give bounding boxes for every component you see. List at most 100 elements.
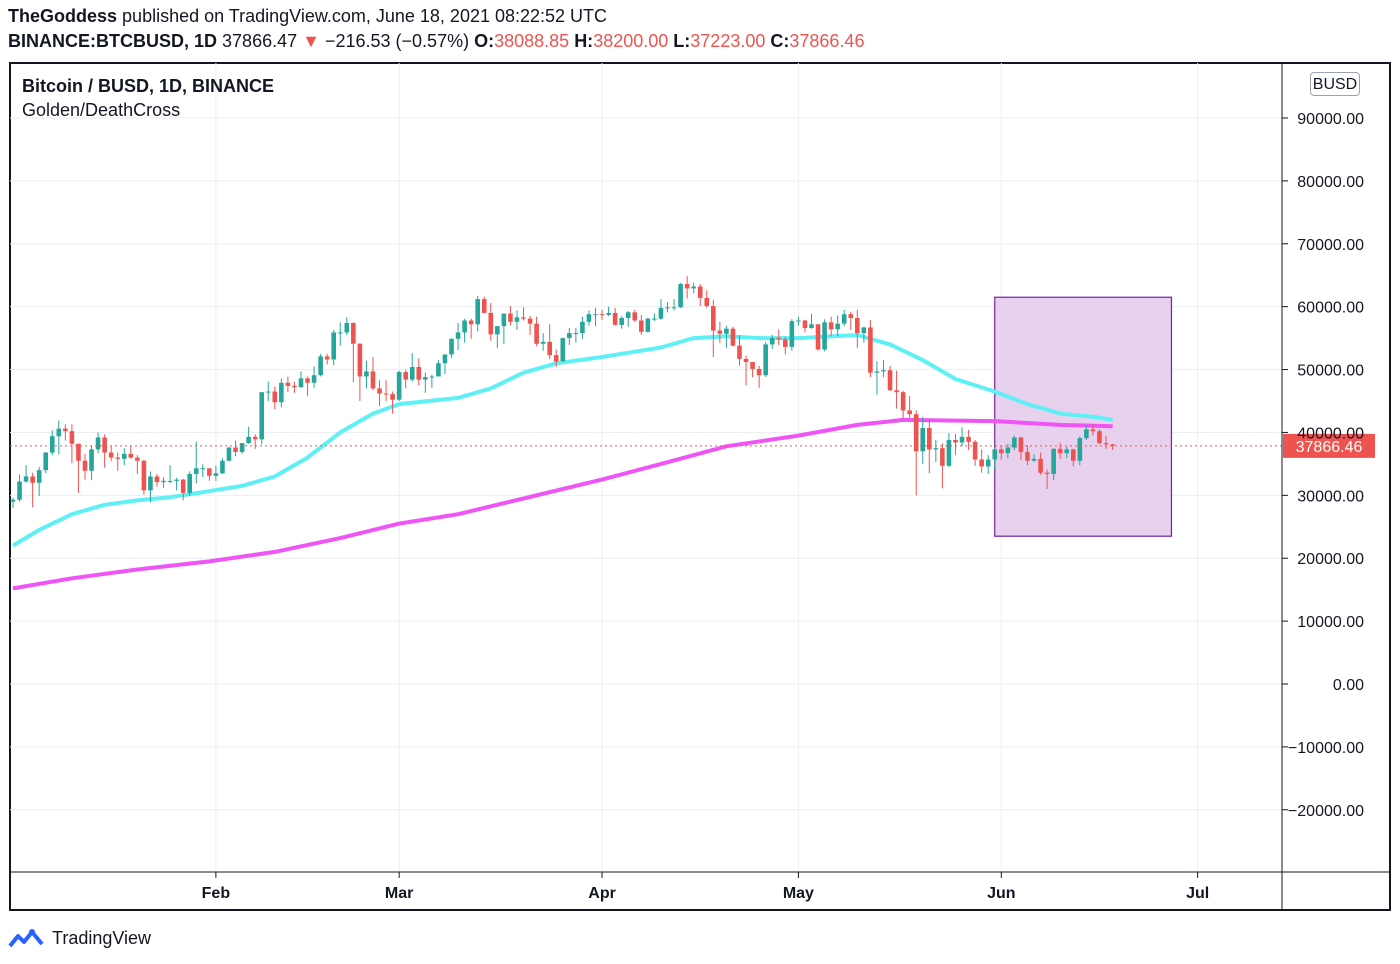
current-price-badge xyxy=(1283,433,1375,458)
candle-body xyxy=(76,443,81,461)
y-tick-label: 70000.00 xyxy=(1297,237,1364,254)
author-name[interactable]: TheGoddess xyxy=(8,6,118,26)
candle-body xyxy=(534,323,539,344)
candle-body xyxy=(1038,458,1043,473)
candle-body xyxy=(82,460,88,471)
candle-body xyxy=(364,371,369,377)
candle-body xyxy=(154,476,160,483)
candle-body xyxy=(835,323,840,330)
candle-body xyxy=(933,448,939,450)
x-tick-label: Apr xyxy=(588,885,616,902)
y-tick-label: 30000.00 xyxy=(1297,488,1364,505)
candle-body xyxy=(855,317,860,334)
candle-body xyxy=(868,327,873,373)
candle-body xyxy=(802,320,808,329)
candle-body xyxy=(495,326,500,335)
candle-body xyxy=(115,457,121,459)
candle-body xyxy=(927,428,932,450)
candle-body xyxy=(1110,444,1115,446)
candle-body xyxy=(979,459,984,467)
candle-body xyxy=(226,447,232,461)
candle-body xyxy=(298,378,304,388)
candle-body xyxy=(207,468,212,476)
candle-body xyxy=(763,344,768,376)
candle-body xyxy=(161,480,166,483)
x-tick-label: May xyxy=(783,885,814,902)
candle-body xyxy=(403,372,408,380)
candle-body xyxy=(743,358,749,363)
candle-body xyxy=(259,392,265,440)
candle-body xyxy=(1070,449,1076,461)
candle-body xyxy=(239,443,245,452)
candle-body xyxy=(887,370,893,391)
candle-body xyxy=(89,449,94,471)
candle-body xyxy=(174,479,179,481)
low-label: L: xyxy=(673,31,691,51)
candle-body xyxy=(874,371,880,373)
candle-body xyxy=(678,284,683,308)
candle-body xyxy=(724,328,729,334)
symbol-label: BINANCE:BTCBUSD, 1D xyxy=(8,31,218,51)
candle-body xyxy=(121,453,127,459)
candle-body xyxy=(567,333,572,339)
candle-body xyxy=(750,362,755,369)
candle-body xyxy=(1097,431,1102,444)
candle-body xyxy=(1090,429,1096,432)
candle-body xyxy=(1018,437,1024,452)
candle-body xyxy=(946,439,952,466)
candle-body xyxy=(370,371,376,389)
candle-body xyxy=(416,367,422,380)
tradingview-logo[interactable]: TradingView xyxy=(8,926,151,950)
candle-body xyxy=(521,317,526,319)
x-tick-label: Mar xyxy=(385,885,413,902)
candle-body xyxy=(900,392,906,411)
candle-body xyxy=(573,333,579,335)
candle-body xyxy=(357,343,363,377)
candle-body xyxy=(108,452,114,458)
current-price-label: 37866.46 xyxy=(1296,439,1363,456)
candle-body xyxy=(737,345,742,359)
low-value: 37223.00 xyxy=(690,31,766,51)
y-tick-label: 0.00 xyxy=(1333,677,1364,694)
publish-line: TheGoddess published on TradingView.com,… xyxy=(8,6,607,27)
candle-body xyxy=(665,307,670,309)
candle-body xyxy=(697,286,703,298)
candle-body xyxy=(711,306,716,331)
candle-body xyxy=(586,314,592,322)
candle-body xyxy=(671,307,677,309)
candle-body xyxy=(449,338,454,355)
y-tick-label: −20000.00 xyxy=(1288,803,1364,820)
candle-body xyxy=(547,341,552,356)
candle-body xyxy=(514,317,520,322)
candle-body xyxy=(233,447,238,452)
candle-body xyxy=(423,377,428,380)
x-tick-label: Jul xyxy=(1186,885,1209,902)
candle-body xyxy=(43,452,49,471)
candle-body xyxy=(527,318,533,324)
highlight-box xyxy=(994,296,1173,537)
candle-body xyxy=(861,327,867,334)
candle-body xyxy=(848,314,854,318)
candle-body xyxy=(475,299,480,325)
candle-body xyxy=(769,338,775,345)
candle-body xyxy=(396,372,402,400)
candle-body xyxy=(1005,447,1011,454)
x-tick-label: Jun xyxy=(987,885,1015,902)
candle-body xyxy=(246,436,251,444)
candle-body xyxy=(442,354,448,364)
close-label: C: xyxy=(770,31,790,51)
y-tick-label: 40000.00 xyxy=(1297,425,1364,442)
candle-body xyxy=(508,313,513,322)
candle-body xyxy=(717,330,723,334)
candle-body xyxy=(553,355,559,362)
candle-body xyxy=(279,382,284,403)
candle-body xyxy=(10,499,16,502)
high-label: H: xyxy=(574,31,594,51)
y-tick-label: 90000.00 xyxy=(1297,111,1364,128)
candle-body xyxy=(940,448,945,466)
price-change: −216.53 (−0.57%) xyxy=(324,31,470,51)
currency-button[interactable]: BUSD xyxy=(1310,72,1360,96)
indicator-label[interactable]: Golden/DeathCross xyxy=(22,100,181,120)
candle-body xyxy=(213,473,219,476)
